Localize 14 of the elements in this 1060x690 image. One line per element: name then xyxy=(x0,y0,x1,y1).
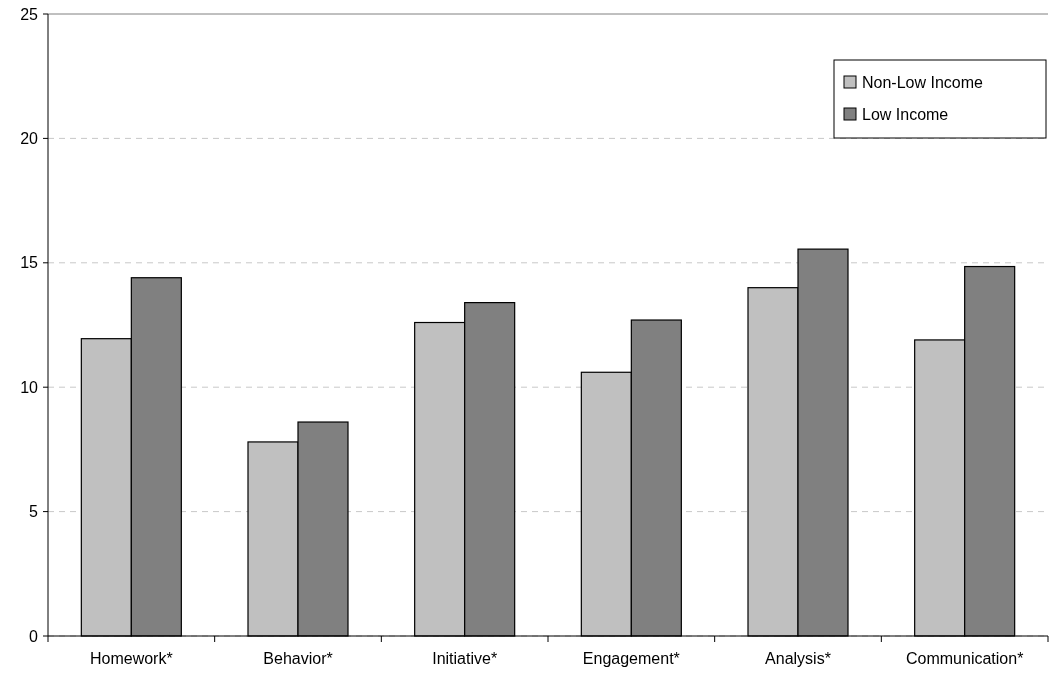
x-tick-label: Homework* xyxy=(89,650,173,667)
y-tick-label: 0 xyxy=(29,627,39,645)
x-tick-label: Communication* xyxy=(905,650,1024,667)
y-tick-label: 10 xyxy=(20,378,39,396)
x-tick-label: Engagement* xyxy=(582,650,680,667)
y-tick-label: 5 xyxy=(29,503,39,521)
x-tick-label: Analysis* xyxy=(765,650,831,667)
y-tick-label: 25 xyxy=(20,5,39,23)
y-tick-label: 15 xyxy=(20,254,39,272)
legend-label: Low Income xyxy=(862,105,949,123)
y-tick-label: 20 xyxy=(20,130,39,147)
legend-label: Non-Low Income xyxy=(862,73,984,91)
x-tick-label: Behavior* xyxy=(263,650,333,667)
x-tick-label: Initiative* xyxy=(432,650,498,667)
